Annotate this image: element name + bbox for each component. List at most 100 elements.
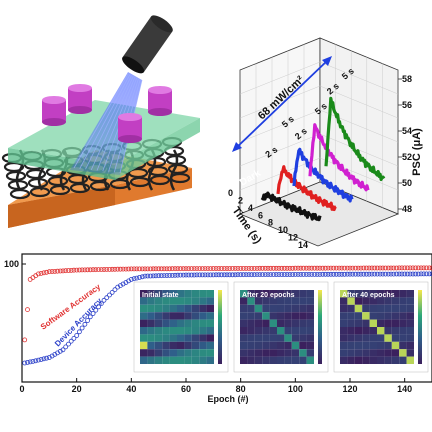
device-point [230, 272, 235, 278]
device-point [186, 272, 192, 278]
heatmap-cell [177, 312, 185, 320]
heatmap-cell [169, 290, 177, 298]
heatmap-cell [306, 334, 314, 342]
heatmap-cell [306, 290, 314, 298]
heatmap-cell [384, 349, 392, 357]
inset-title: After 20 epochs [242, 292, 295, 299]
heatmap-cell [362, 349, 370, 357]
device-point [189, 272, 194, 278]
software-point [391, 265, 397, 271]
heatmap-cell [140, 304, 148, 313]
heatmap-cell [254, 297, 263, 305]
heatmap-cell [147, 356, 155, 364]
software-point [161, 266, 167, 272]
confusion-matrix-inset: After 40 epochs [333, 281, 429, 373]
heatmap-cell [147, 327, 155, 335]
heatmap-cell [269, 290, 277, 298]
heatmap-cell [369, 334, 377, 342]
device-point [312, 271, 317, 277]
software-point [271, 265, 276, 271]
device-point [344, 271, 350, 277]
x-tick-label: 0 [19, 384, 24, 394]
software-point [87, 267, 93, 273]
software-point [22, 337, 28, 343]
heatmap-cell [384, 304, 392, 313]
heatmap-cell [384, 312, 392, 320]
heatmap-cell [277, 319, 285, 327]
heatmap-cell [340, 304, 348, 313]
software-point [46, 269, 52, 275]
heatmap-cell [306, 304, 314, 313]
heatmap-cell [399, 334, 407, 342]
device-point [224, 272, 230, 278]
heatmap-cell [184, 334, 192, 342]
heatmap-cell [191, 297, 200, 305]
heatmap-cell [269, 297, 277, 305]
heatmap-cell [291, 341, 300, 350]
device-point [156, 273, 162, 279]
device-point [246, 272, 252, 278]
device-point [377, 271, 383, 277]
software-point [145, 266, 151, 272]
device-point [279, 272, 285, 277]
heatmap-cell [406, 349, 414, 357]
device-point [33, 358, 39, 364]
heatmap-cell [191, 312, 200, 320]
software-point [123, 266, 129, 272]
device-point [142, 273, 148, 279]
device-point [249, 272, 255, 278]
heatmap-cell [284, 312, 292, 320]
heatmap-cell [262, 334, 270, 342]
device-point [309, 271, 315, 277]
device-point [22, 360, 28, 366]
software-point [126, 266, 132, 272]
heatmap-cell [191, 319, 200, 327]
heatmap-cell [262, 356, 270, 364]
software-point [180, 266, 186, 272]
device-point [68, 338, 74, 344]
device-point [71, 335, 77, 341]
heatmap-cell [291, 334, 300, 342]
heatmap-cell [177, 349, 185, 357]
heatmap-cell [369, 349, 377, 357]
heatmap-cell [254, 349, 263, 357]
device-point [413, 271, 419, 277]
heatmap-cell [347, 334, 355, 342]
heatmap-cell [140, 297, 148, 305]
software-point [221, 266, 227, 271]
heatmap-cell [247, 290, 255, 298]
device-point [369, 271, 375, 277]
device-point [415, 271, 421, 277]
heatmap-cell [247, 327, 255, 335]
psc-tick-label: 52 [402, 152, 412, 162]
inset-title: After 40 epochs [342, 292, 395, 299]
heatmap-cell [154, 297, 163, 305]
heatmap-cell [284, 297, 292, 305]
psc-traces [260, 96, 386, 222]
software-point [415, 265, 421, 271]
heatmap-cell [247, 312, 255, 320]
heatmap-cell [154, 349, 163, 357]
heatmap-cell [169, 312, 177, 320]
software-point [55, 268, 60, 274]
heatmap-cell [406, 341, 414, 350]
heatmap-cell [399, 327, 407, 335]
heatmap-cell [354, 304, 363, 313]
heatmap-cell [306, 312, 314, 320]
heatmap-cell [291, 297, 300, 305]
heatmap-cell [169, 319, 177, 327]
heatmap-cell [369, 319, 377, 327]
heatmap-cell [406, 334, 414, 342]
heatmap-cell [277, 290, 285, 298]
nanotube-ring [109, 178, 131, 190]
heatmap-cell [147, 334, 155, 342]
heatmap-cell [277, 349, 285, 357]
heatmap-cell [347, 349, 355, 357]
heatmap-cell [140, 319, 148, 327]
device-point [399, 271, 405, 277]
heatmap-cell [277, 356, 285, 364]
heatmap-cell [269, 334, 277, 342]
device-point [77, 329, 82, 335]
device-point [273, 272, 279, 277]
heatmap-cell [369, 312, 377, 320]
